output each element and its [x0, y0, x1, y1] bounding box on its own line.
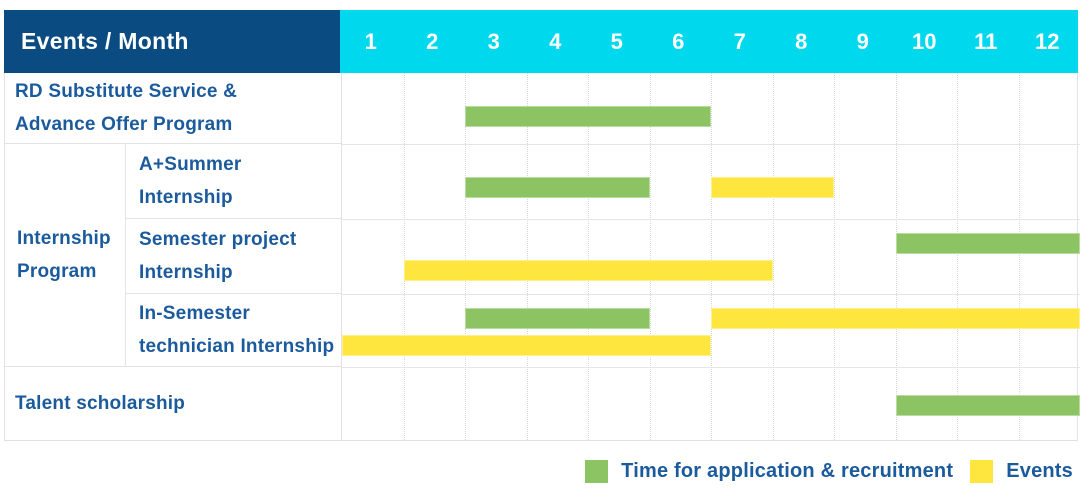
- talent-scholarship-recruitment-bar-m10-m12: [895, 395, 1080, 416]
- row-gridline-2: [342, 219, 1080, 220]
- group-label-line: Program: [17, 261, 97, 282]
- month-header-strip: 1 2 3 4 5 6 7 8 9 10 11 12: [340, 10, 1078, 73]
- month-header-6: 6: [672, 28, 685, 54]
- semester-project-internship-recruitment-bar-m10-m12: [895, 233, 1080, 254]
- row-label-rd-substitute-service: RD Substitute Service & Advance Offer Pr…: [5, 73, 341, 144]
- row-label-line: RD Substitute Service &: [15, 81, 238, 102]
- row-label-line: In-Semester: [139, 303, 250, 324]
- legend-item-recruitment: Time for application & recruitment: [585, 460, 953, 483]
- month-header-10: 10: [912, 28, 937, 54]
- row-gridline-3: [342, 294, 1080, 295]
- month-header-7: 7: [733, 28, 746, 54]
- legend-label-events: Events: [1006, 460, 1073, 482]
- month-gridline-8: [834, 73, 835, 440]
- month-gridline-4: [588, 73, 589, 440]
- group-label-line: Internship: [17, 228, 111, 249]
- row-gridline-4: [342, 367, 1080, 368]
- month-header-12: 12: [1035, 28, 1060, 54]
- month-header-9: 9: [856, 28, 869, 54]
- month-gridline-10: [957, 73, 958, 440]
- a-plus-summer-internship-recruitment-bar-m3-m5: [465, 177, 650, 198]
- row-label-line: A+Summer: [139, 154, 242, 175]
- legend-item-events: Events: [970, 460, 1073, 483]
- month-header-2: 2: [426, 28, 439, 54]
- events-month-title: Events / Month: [21, 28, 189, 54]
- month-header-5: 5: [610, 28, 623, 54]
- legend-label-recruitment: Time for application & recruitment: [621, 460, 954, 482]
- row-label-line: Semester project: [139, 229, 297, 250]
- legend: Time for application & recruitment Event…: [585, 460, 1073, 483]
- events-month-header-cell: Events / Month: [4, 10, 340, 73]
- table-header-row: Events / Month 1 2 3 4 5 6 7 8 9 10 11 12: [4, 10, 1078, 73]
- month-gridline-1: [403, 73, 405, 440]
- in-semester-technician-internship-events-bar-m7-m12: [711, 308, 1080, 329]
- month-gridline-2: [465, 73, 466, 440]
- in-semester-technician-internship-events-bar-m1-m6: [342, 335, 711, 356]
- row-label-talent-scholarship: Talent scholarship: [5, 367, 341, 440]
- semester-project-internship-events-bar-m2-m7: [403, 260, 773, 281]
- row-label-line: Internship: [139, 262, 233, 283]
- month-gridline-3: [526, 73, 528, 440]
- month-gridline-7: [772, 73, 774, 440]
- month-gridline-6: [711, 73, 712, 440]
- row-gridline-1: [342, 144, 1080, 145]
- month-gridline-5: [649, 73, 651, 440]
- rd-substitute-service-recruitment-bar-m3-m6: [465, 106, 711, 127]
- recruitment-swatch-icon: [585, 460, 609, 483]
- row-label-line: Talent scholarship: [15, 393, 186, 414]
- in-semester-technician-internship-recruitment-bar-m3-m5: [465, 308, 650, 329]
- table-body: RD Substitute Service & Advance Offer Pr…: [4, 73, 1080, 441]
- row-label-a-plus-summer-internship: A+Summer Internship: [125, 144, 341, 219]
- row-label-semester-project-internship: Semester project Internship: [125, 219, 341, 294]
- events-swatch-icon: [970, 460, 994, 483]
- a-plus-summer-internship-events-bar-m7-m8: [711, 177, 834, 198]
- schedule-table: Events / Month 1 2 3 4 5 6 7 8 9 10 11 12 RD Substi…: [4, 10, 1080, 441]
- row-label-in-semester-technician-internship: In-Semester technician Internship: [125, 294, 341, 367]
- row-label-line: technician Internship: [139, 336, 335, 357]
- month-header-3: 3: [487, 28, 500, 54]
- group-label-internship-program: Internship Program: [5, 144, 125, 367]
- gantt-chart-area: [341, 73, 1080, 440]
- row-label-line: Internship: [139, 187, 233, 208]
- month-gridline-11: [1018, 73, 1020, 440]
- row-label-line: Advance Offer Program: [15, 114, 233, 135]
- month-header-8: 8: [795, 28, 808, 54]
- month-header-4: 4: [549, 28, 562, 54]
- month-gridline-9: [895, 73, 897, 440]
- month-header-11: 11: [974, 28, 998, 54]
- month-header-1: 1: [364, 28, 377, 54]
